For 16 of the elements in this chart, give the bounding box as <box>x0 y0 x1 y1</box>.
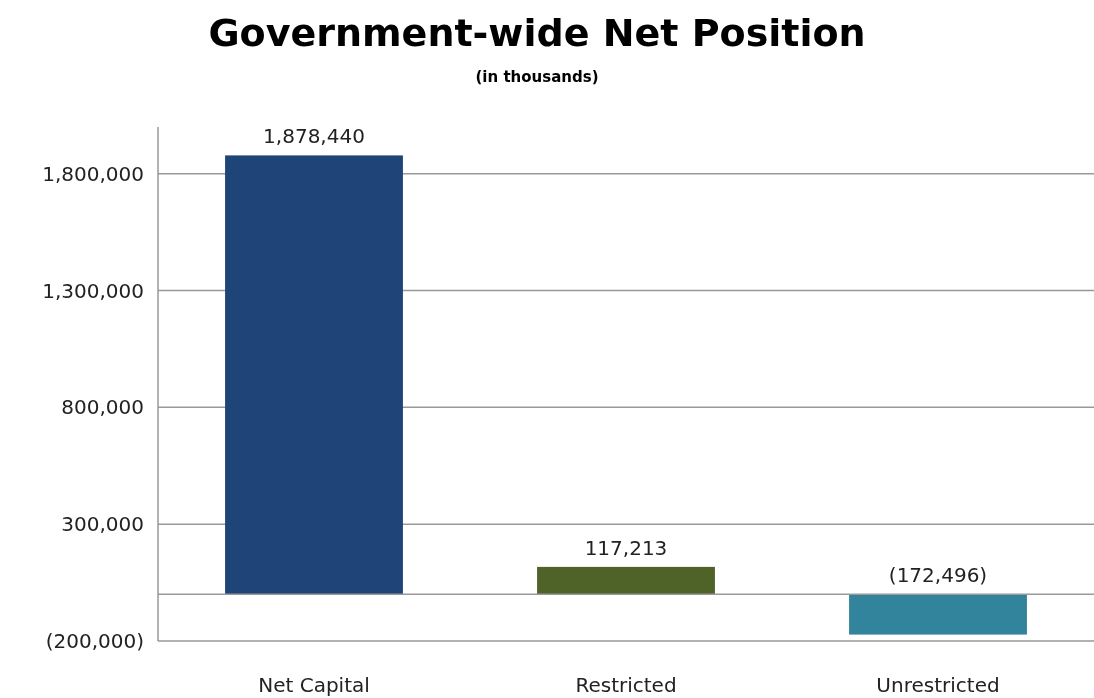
bar <box>849 594 1027 635</box>
y-tick-label: 1,300,000 <box>42 278 144 303</box>
y-tick-label: 1,800,000 <box>42 161 144 186</box>
bar <box>225 155 403 595</box>
y-tick-label: (200,000) <box>45 629 144 653</box>
x-tick-label: Net Capital <box>258 673 370 697</box>
chart-subtitle: (in thousands) <box>475 68 599 86</box>
x-tick-label: Restricted <box>575 673 677 697</box>
y-tick-label: 300,000 <box>61 512 144 537</box>
chart-title: Government-wide Net Position <box>208 11 866 55</box>
y-tick-label: 800,000 <box>61 395 144 420</box>
x-tick-label: Unrestricted <box>876 673 1000 697</box>
data-label: 1,878,440 <box>263 124 365 149</box>
data-label: 117,213 <box>584 535 668 560</box>
data-label: (172,496) <box>888 563 988 588</box>
bar <box>537 566 715 595</box>
